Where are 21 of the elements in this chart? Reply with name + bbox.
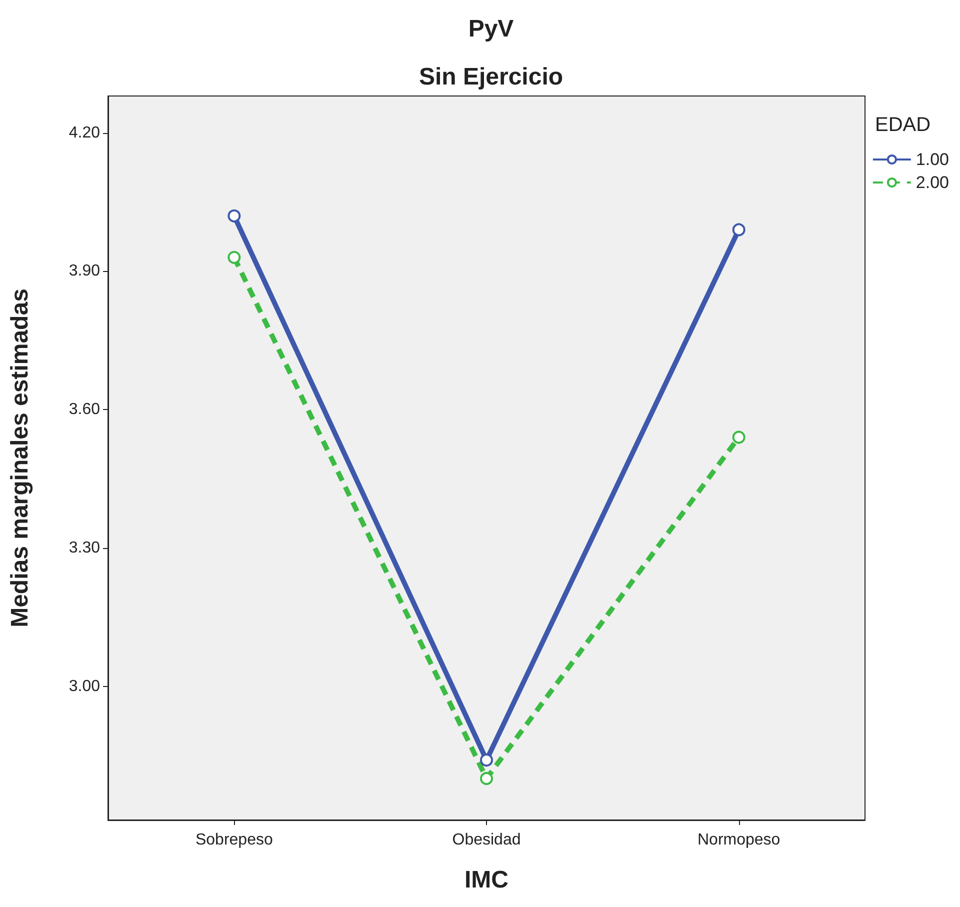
chart-subtitle: Sin Ejercicio xyxy=(418,64,564,90)
y-axis-title: Medias marginales estimadas xyxy=(6,288,34,628)
y-tick-label: 3.60 xyxy=(68,401,100,418)
chart-title: PyV xyxy=(468,16,514,42)
point xyxy=(228,209,241,222)
point xyxy=(732,223,746,236)
x-axis-title: IMC xyxy=(464,866,508,894)
y-tick-label: 3.30 xyxy=(68,539,100,556)
x-tick-label: Normopeso xyxy=(697,832,780,848)
y-tick-label: 3.00 xyxy=(68,678,100,695)
point xyxy=(228,250,241,264)
point xyxy=(480,772,493,785)
legend-label: 2.00 xyxy=(916,173,950,192)
legend-label: 1.00 xyxy=(916,150,950,169)
legend-title: EDAD xyxy=(875,114,931,136)
point xyxy=(480,754,493,767)
y-tick-label: 4.20 xyxy=(68,124,100,142)
x-tick-label: Sobrepeso xyxy=(195,832,273,848)
point xyxy=(732,430,746,444)
y-tick-label: 3.90 xyxy=(68,262,100,280)
x-tick-label: Obesidad xyxy=(452,832,521,848)
